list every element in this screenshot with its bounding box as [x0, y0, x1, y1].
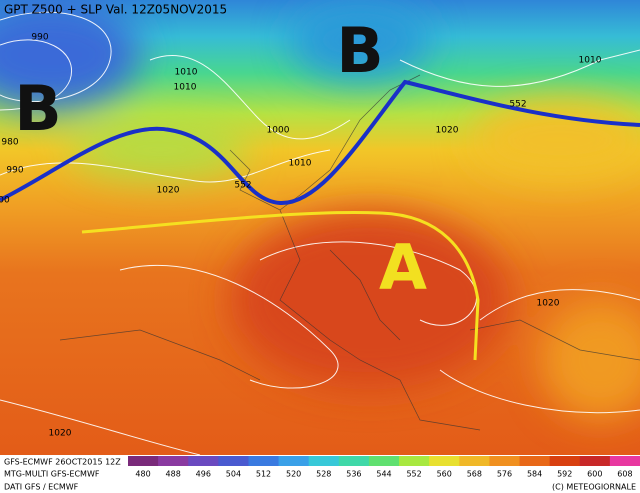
- colorbar-label: 488: [166, 470, 181, 479]
- map-title: GPT Z500 + SLP Val. 12Z05NOV2015: [4, 3, 227, 17]
- isobar-label: 980: [1, 138, 18, 148]
- colorbar-swatch: [519, 456, 551, 466]
- isobar-label: 1010: [174, 83, 197, 93]
- colorbar-swatch: [248, 456, 280, 466]
- colorbar-swatch: [489, 456, 521, 466]
- isobar-label: 1020: [157, 186, 180, 196]
- isobar-label: 1010: [579, 56, 602, 66]
- colorbar-label: 520: [286, 470, 301, 479]
- colorbar-swatch: [128, 456, 159, 466]
- isobar-label: 1010: [289, 159, 312, 169]
- isobar-label: 1000: [267, 126, 290, 136]
- colorbar-swatch: [218, 456, 249, 466]
- isobar-label: 1010: [175, 68, 198, 78]
- colorbar-swatch: [368, 456, 400, 466]
- copyright: (C) METEOGIORNALE: [552, 483, 636, 492]
- colorbar-label: 608: [617, 470, 632, 479]
- isobar-label: 552: [234, 181, 251, 191]
- colorbar-label: 480: [135, 470, 150, 479]
- colorbar-label: 512: [256, 470, 271, 479]
- model-label: MTG-MULTI GFS-ECMWF: [4, 470, 100, 479]
- colorbar-label: 560: [437, 470, 452, 479]
- colorbar-swatch: [188, 456, 219, 466]
- colorbar-swatch: [579, 456, 611, 466]
- isobar-label: 990: [31, 33, 48, 43]
- colorbar-label: 584: [527, 470, 542, 479]
- colorbar-swatch: [549, 456, 581, 466]
- isobar-label: 1020: [436, 126, 459, 136]
- isobar-label: 552: [509, 100, 526, 110]
- isobar-label: 1020: [49, 429, 72, 439]
- run-label: GFS-ECMWF 26OCT2015 12Z: [4, 458, 121, 467]
- isobar-label: 990: [6, 166, 23, 176]
- colorbar-label: 528: [316, 470, 331, 479]
- colorbar-swatch: [429, 456, 460, 466]
- colorbar-label: 504: [226, 470, 241, 479]
- colorbar-label: 536: [346, 470, 361, 479]
- colorbar-swatch: [338, 456, 370, 466]
- colorbar-label: 600: [587, 470, 602, 479]
- colorbar-label: 552: [406, 470, 421, 479]
- colorbar-swatch: [158, 456, 189, 466]
- source-label: DATI GFS / ECMWF: [4, 483, 79, 492]
- colorbar-label: 568: [467, 470, 482, 479]
- isobar-label: 1020: [537, 299, 560, 309]
- colorbar-label: 576: [497, 470, 512, 479]
- pressure-system: B: [336, 14, 383, 87]
- trough-line: [0, 79, 640, 206]
- colorbar-swatch: [278, 456, 310, 466]
- pressure-system: B: [14, 72, 61, 145]
- colorbar-label: 592: [557, 470, 572, 479]
- colorbar-label: 544: [376, 470, 391, 479]
- colorbar-swatch: [399, 456, 430, 466]
- colorbar-label: 496: [196, 470, 211, 479]
- colorbar-swatch: [308, 456, 340, 466]
- pressure-system: A: [379, 231, 427, 304]
- ridge-line: [81, 211, 480, 361]
- colorbar-swatch: [609, 456, 640, 466]
- map-field: [0, 0, 640, 456]
- colorbar-swatch: [459, 456, 490, 466]
- isobar-label: 00: [0, 196, 10, 206]
